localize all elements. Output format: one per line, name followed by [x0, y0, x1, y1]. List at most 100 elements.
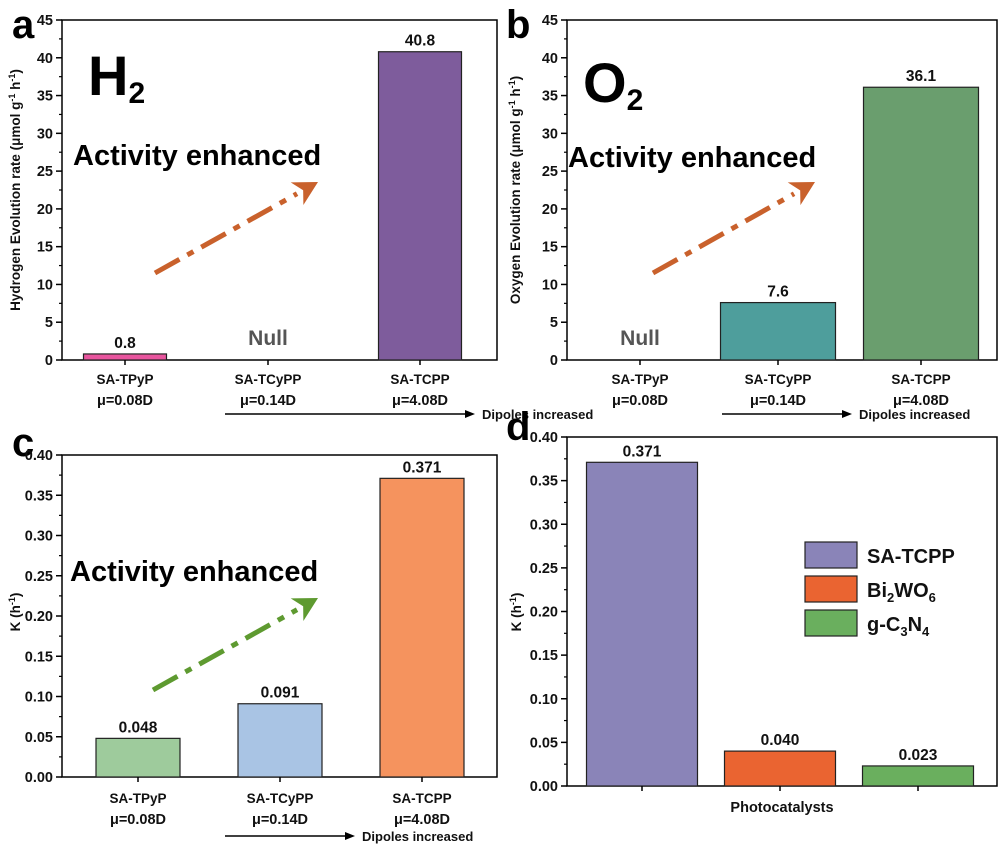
value-label-bi2wo6: 0.040 — [761, 732, 800, 749]
y-tick-label: 0.10 — [530, 692, 558, 708]
panel-letter: c — [12, 421, 34, 465]
y-tick-label: 15 — [37, 240, 53, 256]
legend-swatch — [804, 575, 858, 603]
value-label-sa-tcpp: 36.1 — [906, 68, 937, 85]
y-tick-label: 0.30 — [25, 529, 53, 545]
y-tick-label: 0.20 — [25, 609, 53, 625]
x-dipole-label: μ=0.14D — [750, 393, 806, 409]
bar-sa-tcpp — [585, 461, 699, 787]
y-tick-label: 0.35 — [530, 474, 558, 490]
y-tick-label: 0.00 — [25, 770, 53, 786]
y-tick-label: 25 — [542, 164, 558, 180]
panel-letter: d — [506, 405, 530, 449]
panel-c: c 0.00 0.05 0.10 0.15 0.20 0.25 0.30 0.35 0.40 K (… — [7, 421, 498, 844]
y-tick-label: 35 — [542, 89, 558, 105]
bar-sa-tpyp — [95, 737, 181, 778]
dipole-arrow-head — [345, 832, 355, 840]
panel-a: a 0 5 10 15 20 25 30 35 40 45 Hydrogen Evolution ra… — [7, 3, 593, 422]
x-category-label: SA-TPyP — [96, 372, 153, 387]
x-category-label: SA-TCPP — [390, 372, 449, 387]
y-tick-label: 45 — [542, 13, 558, 29]
panel-letter: b — [506, 3, 530, 47]
bar-sa-tcpp — [862, 86, 980, 361]
trend-arrow-head — [290, 598, 318, 622]
y-tick-label: 5 — [550, 315, 558, 331]
y-tick-label: 0.00 — [530, 779, 558, 795]
y-tick-label: 30 — [542, 126, 558, 142]
activity-enhanced-annotation: Activity enhanced — [568, 142, 816, 174]
y-tick-label: 0.05 — [530, 735, 558, 751]
x-dipole-label: μ=0.08D — [110, 812, 166, 828]
y-axis-label: K (h-1) — [7, 593, 23, 632]
x-dipole-label: μ=4.08D — [392, 393, 448, 409]
value-label-sa-tcpp: 40.8 — [405, 33, 436, 50]
y-tick-label: 20 — [37, 202, 53, 218]
value-label-sa-tcypp: 7.6 — [767, 284, 789, 301]
y-tick-label: 0.05 — [25, 730, 53, 746]
bar-sa-tpyp — [82, 353, 168, 361]
y-tick-label: 0.15 — [25, 649, 53, 665]
bar-sa-tcypp — [237, 703, 323, 778]
y-tick-label: 0.25 — [530, 561, 558, 577]
x-category-label: SA-TPyP — [611, 372, 668, 387]
dipole-arrow-head — [842, 410, 852, 418]
y-tick-label: 0.25 — [25, 569, 53, 585]
panel-letter: a — [12, 3, 35, 47]
x-category-label: SA-TCyPP — [247, 791, 314, 806]
y-tick-label: 45 — [37, 13, 53, 29]
y-tick-label: 0.20 — [530, 605, 558, 621]
y-tick-label: 10 — [37, 277, 53, 293]
x-category-label: SA-TCPP — [392, 791, 451, 806]
activity-enhanced-annotation: Activity enhanced — [70, 556, 318, 588]
legend-label: Bi2WO6 — [867, 580, 936, 605]
dipole-arrow-head — [465, 410, 475, 418]
legend-swatch — [804, 609, 858, 637]
value-label-sa-tcpp: 0.371 — [623, 443, 662, 460]
bar-sa-tcpp — [379, 477, 465, 778]
panel-b: b 0 5 10 15 20 25 30 35 40 45 Oxygen Evolution rate… — [506, 3, 998, 422]
x-category-label: SA-TCPP — [891, 372, 950, 387]
value-label-sa-tcpp: 0.371 — [403, 459, 442, 476]
trend-arrow-shaft — [651, 191, 796, 276]
x-dipole-label: μ=4.08D — [394, 812, 450, 828]
bar-bi2wo6 — [723, 750, 837, 787]
x-dipole-label: μ=0.14D — [252, 812, 308, 828]
y-tick-label: 0.10 — [25, 690, 53, 706]
y-axis-label: Oxygen Evolution rate (μmol g-1 h-1) — [507, 76, 523, 304]
y-axis-label: K (h-1) — [508, 593, 524, 632]
x-axis-label: Photocatalysts — [730, 800, 833, 816]
value-label-g-c3n4: 0.023 — [899, 747, 938, 764]
y-tick-label: 25 — [37, 164, 53, 180]
y-tick-label: 0.30 — [530, 517, 558, 533]
y-tick-label: 0 — [45, 353, 53, 369]
y-tick-label: 20 — [542, 202, 558, 218]
y-tick-label: 0.40 — [530, 430, 558, 446]
legend-swatch — [804, 541, 858, 569]
value-label-sa-tpyp: 0.8 — [114, 335, 136, 352]
bar-sa-tcpp — [377, 51, 463, 361]
y-tick-label: 0 — [550, 353, 558, 369]
y-axis-label: Hydrogen Evolution rate (μmol g-1 h-1) — [7, 69, 23, 311]
trend-arrow-shaft — [151, 607, 299, 693]
y-tick-label: 5 — [45, 315, 53, 331]
dipoles-increased-label: Dipoles increased — [362, 829, 473, 844]
y-tick-label: 40 — [542, 51, 558, 67]
y-tick-label: 10 — [542, 277, 558, 293]
y-tick-label: 0.15 — [530, 648, 558, 664]
y-tick-label: 30 — [37, 126, 53, 142]
value-label-sa-tcypp: 0.091 — [261, 685, 300, 702]
trend-arrow-head — [290, 182, 318, 206]
trend-arrow-head — [787, 182, 815, 206]
legend-label: SA-TCPP — [867, 546, 955, 568]
x-category-label: SA-TCyPP — [235, 372, 302, 387]
species-label: H2 — [88, 44, 145, 110]
value-label-sa-tpyp: 0.048 — [119, 719, 158, 736]
null-label-sa-tpyp: Null — [620, 327, 660, 350]
bar-sa-tcypp — [719, 301, 837, 361]
null-label-sa-tcypp: Null — [248, 327, 288, 350]
species-label: O2 — [583, 51, 643, 117]
x-dipole-label: μ=0.14D — [240, 393, 296, 409]
dipoles-increased-label: Dipoles increased — [859, 407, 970, 422]
x-category-label: SA-TPyP — [109, 791, 166, 806]
